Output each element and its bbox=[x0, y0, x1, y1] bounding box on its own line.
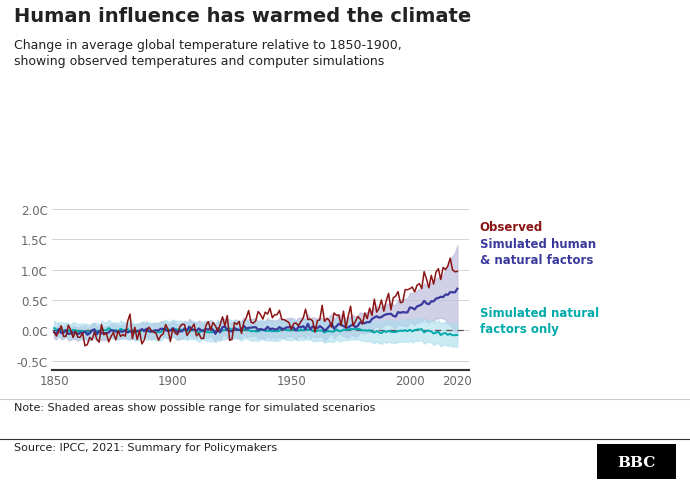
Text: Human influence has warmed the climate: Human influence has warmed the climate bbox=[14, 7, 471, 26]
Text: Simulated natural
factors only: Simulated natural factors only bbox=[480, 306, 599, 335]
Text: Note: Shaded areas show possible range for simulated scenarios: Note: Shaded areas show possible range f… bbox=[14, 402, 375, 412]
Text: BBC: BBC bbox=[618, 455, 656, 469]
Text: Source: IPCC, 2021: Summary for Policymakers: Source: IPCC, 2021: Summary for Policyma… bbox=[14, 442, 277, 452]
Text: Observed: Observed bbox=[480, 220, 543, 233]
Text: Change in average global temperature relative to 1850-1900,
showing observed tem: Change in average global temperature rel… bbox=[14, 39, 402, 68]
Text: Simulated human
& natural factors: Simulated human & natural factors bbox=[480, 237, 595, 266]
